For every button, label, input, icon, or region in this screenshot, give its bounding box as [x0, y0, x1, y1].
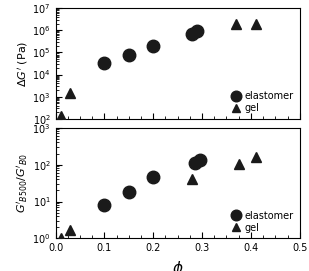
elastomer [195, 30, 199, 33]
gel [68, 91, 72, 95]
gel [254, 22, 258, 25]
gel [59, 237, 62, 240]
elastomer [190, 32, 194, 35]
elastomer [198, 159, 201, 162]
Line: elastomer: elastomer [98, 25, 203, 69]
elastomer [193, 162, 197, 165]
Legend: elastomer, gel: elastomer, gel [230, 90, 295, 114]
X-axis label: $\phi$: $\phi$ [172, 259, 184, 271]
gel [68, 228, 72, 232]
Legend: elastomer, gel: elastomer, gel [230, 210, 295, 234]
Y-axis label: $\Delta G'$ (Pa): $\Delta G'$ (Pa) [15, 40, 29, 87]
elastomer [151, 44, 155, 47]
gel [59, 115, 62, 118]
Y-axis label: $G'_{B500}/G'_{B0}$: $G'_{B500}/G'_{B0}$ [15, 153, 30, 213]
elastomer [127, 191, 131, 194]
gel [254, 155, 258, 158]
gel [235, 22, 238, 25]
gel [190, 178, 194, 181]
Line: gel: gel [56, 19, 261, 121]
Line: elastomer: elastomer [98, 154, 206, 211]
Line: gel: gel [56, 152, 261, 243]
elastomer [151, 176, 155, 179]
elastomer [127, 53, 131, 56]
gel [237, 162, 241, 166]
elastomer [103, 204, 106, 207]
elastomer [103, 61, 106, 64]
